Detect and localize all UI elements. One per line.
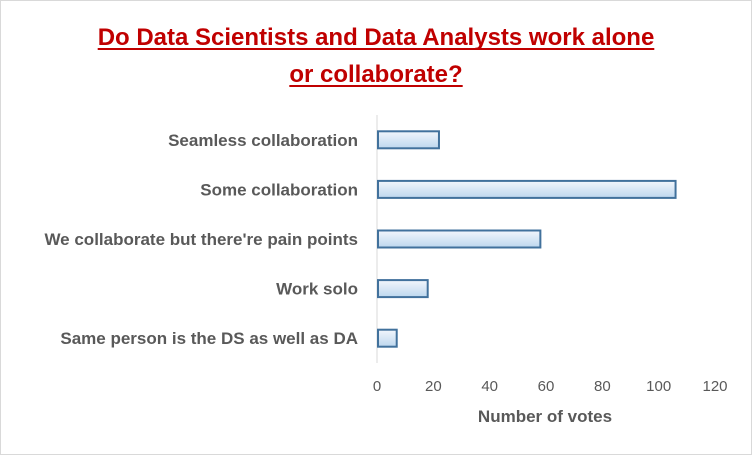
x-tick-label: 60: [538, 378, 555, 395]
chart-title: Do Data Scientists and Data Analysts wor…: [97, 24, 655, 88]
bar: [377, 179, 677, 199]
x-tick-label: 40: [481, 378, 498, 395]
chart-title-line: or collaborate?: [289, 61, 462, 88]
bar: [377, 328, 398, 348]
category-label: Work solo: [276, 280, 358, 299]
category-label: We collaborate but there're pain points: [44, 230, 358, 249]
x-tick-label: 0: [373, 378, 381, 395]
chart-title-line: Do Data Scientists and Data Analysts wor…: [98, 24, 655, 51]
bar: [377, 279, 429, 299]
x-axis-title: Number of votes: [478, 407, 612, 426]
x-tick-label: 100: [646, 378, 671, 395]
bar: [377, 229, 542, 249]
bars: [377, 130, 677, 348]
category-label: Some collaboration: [200, 180, 358, 199]
bar: [377, 130, 440, 150]
category-label: Same person is the DS as well as DA: [60, 329, 358, 348]
category-label: Seamless collaboration: [168, 131, 358, 150]
x-tick-label: 120: [702, 378, 727, 395]
value-axis: 0 20 40 60 80 100 120: [373, 115, 728, 395]
x-tick-label: 20: [425, 378, 442, 395]
category-axis: Seamless collaboration Some collaboration…: [44, 131, 358, 348]
x-tick-label: 80: [594, 378, 611, 395]
